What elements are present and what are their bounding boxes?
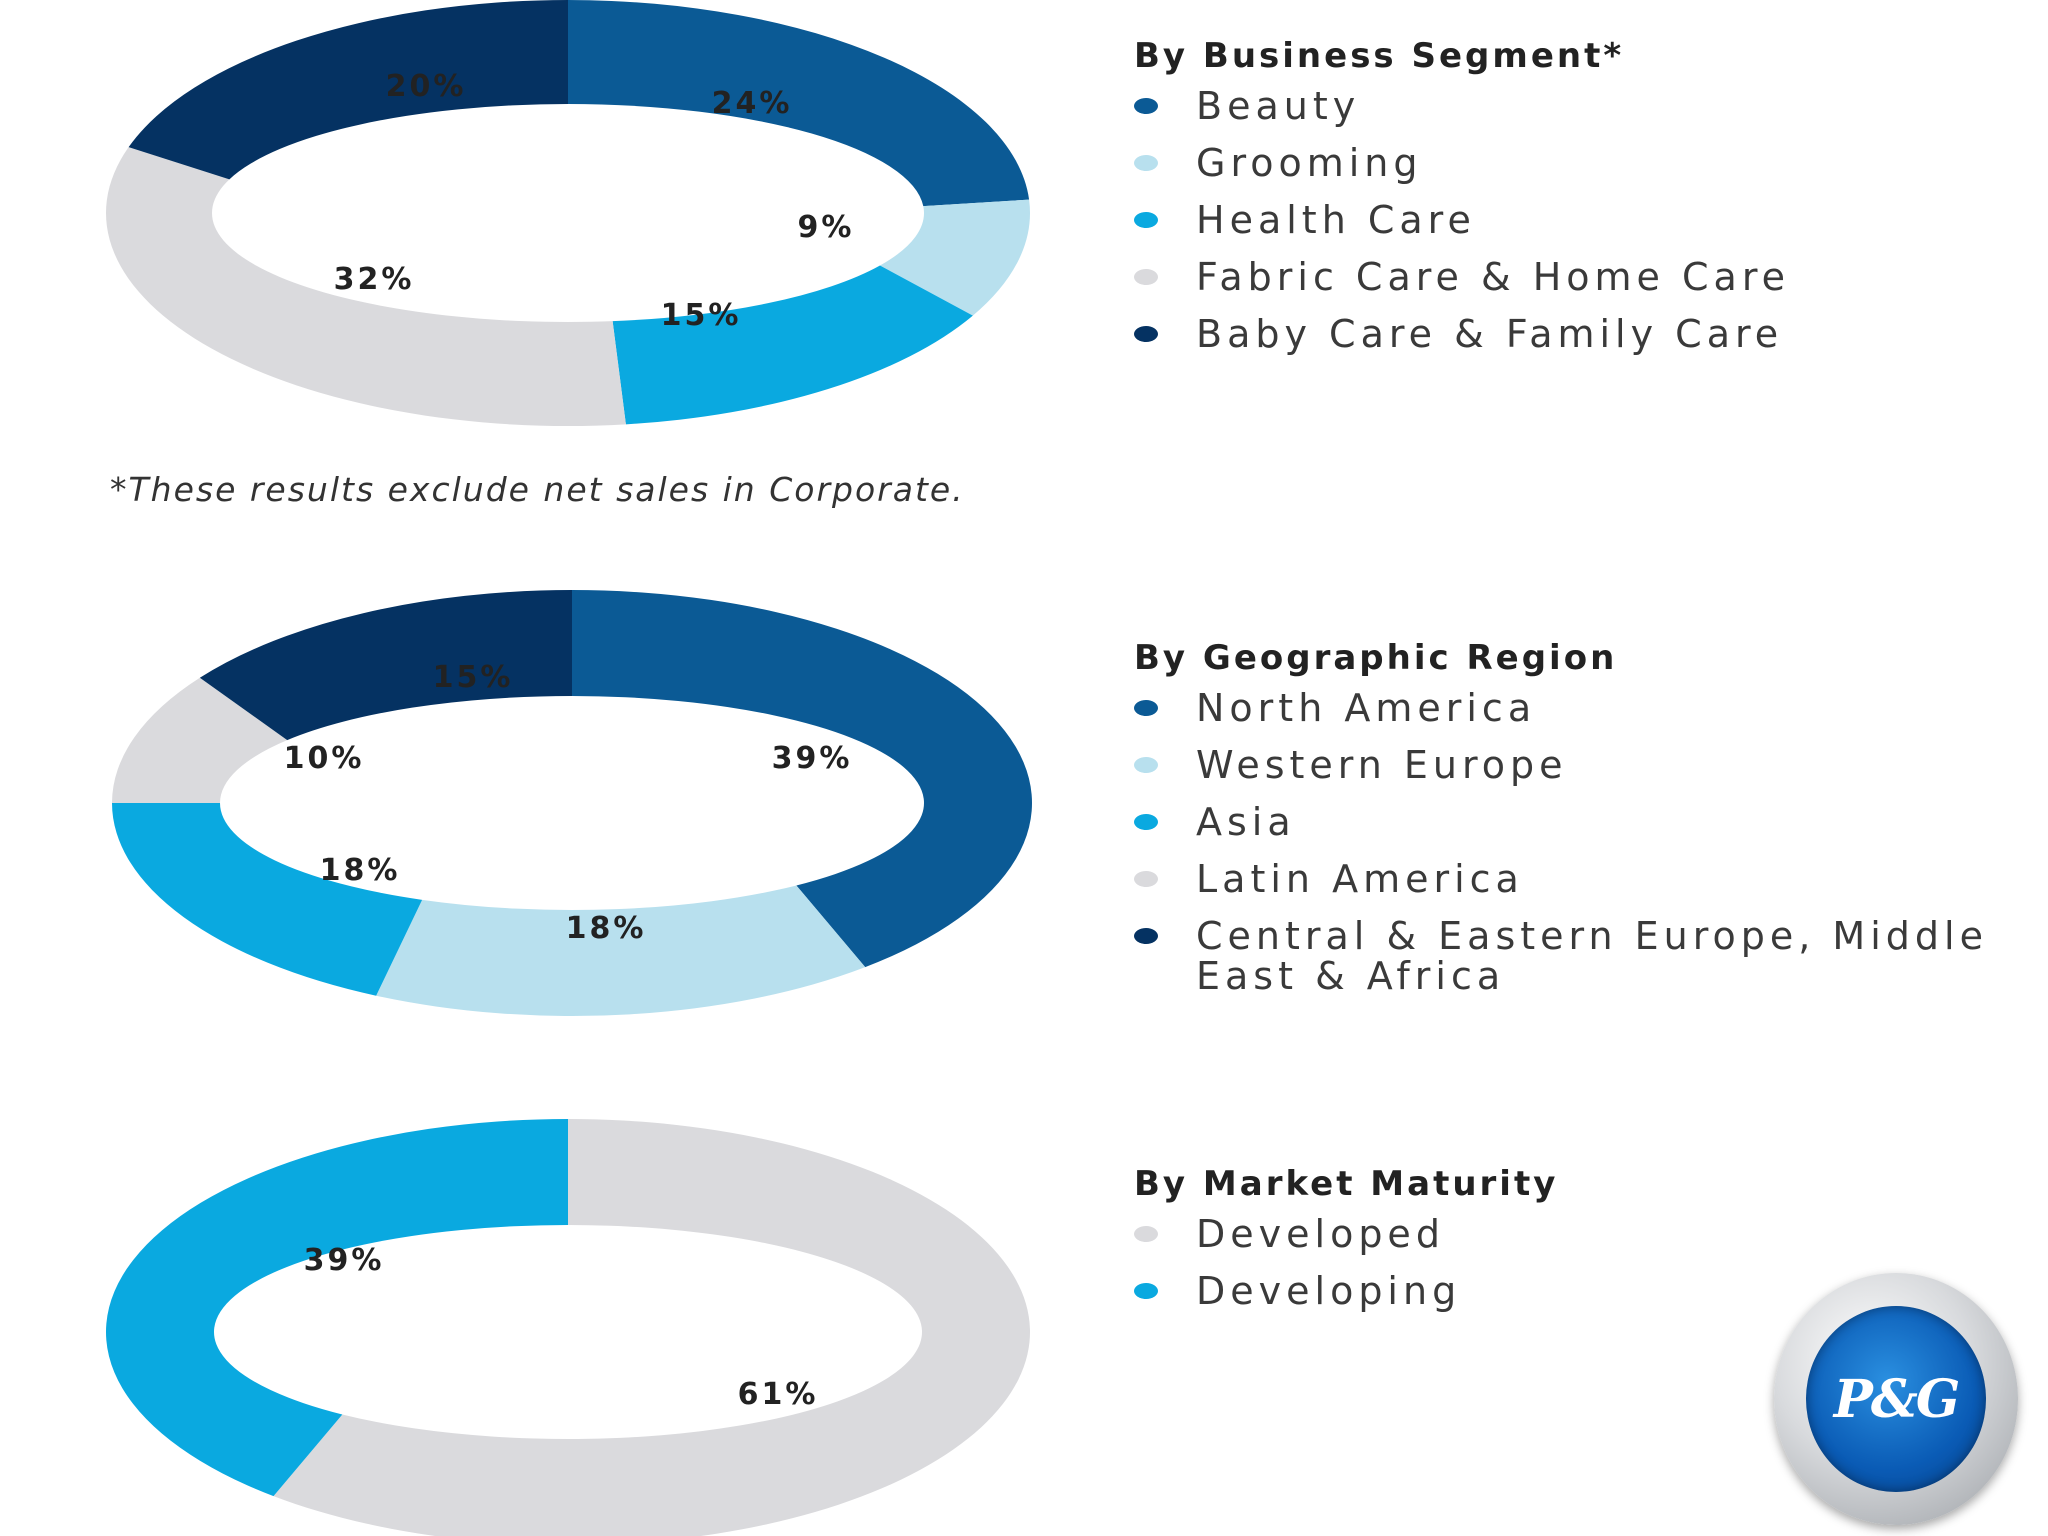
legend-dot-ceemea [1134,928,1158,944]
pg-logo-inner: P&G [1806,1306,1986,1492]
legend-dot-latin-america [1134,871,1158,887]
slice-baby-care-and-family-care [128,0,569,180]
legend-label-health-care: Health Care [1196,198,1476,242]
legend-dot-western-europe [1134,757,1158,773]
legend-item-developed: Developed [1134,1214,2014,1254]
legend-label-fabric-home-care: Fabric Care & Home Care [1196,255,1790,299]
legend-label-developing: Developing [1196,1269,1462,1313]
slice-north-america [572,590,1032,968]
legend-dot-baby-family-care [1134,326,1158,342]
legend-label-asia: Asia [1196,800,1296,844]
legend-market-maturity: By Market Maturity Developed Developing [1134,1164,2014,1328]
legend-title-market-maturity: By Market Maturity [1134,1164,1559,1204]
slice-developed [273,1119,1030,1536]
slice-label-north-america: 39% [772,741,853,776]
legend-item-health-care: Health Care [1134,200,2014,240]
legend-business-segment: By Business Segment* Beauty Grooming Hea… [1134,36,2014,371]
legend-item-grooming: Grooming [1134,143,2014,183]
legend-item-western-europe: Western Europe [1134,745,2014,785]
legend-item-asia: Asia [1134,802,2014,842]
pg-logo-badge: P&G [1774,1273,2018,1525]
slice-latin-america [112,677,288,803]
legend-label-north-america: North America [1196,686,1537,730]
slice-label-latin-america: 10% [284,741,365,776]
legend-dot-asia [1134,814,1158,830]
legend-label-ceemea: Central & Eastern Europe, Middle East & … [1196,914,1988,998]
legend-item-ceemea: Central & Eastern Europe, Middle East & … [1134,916,2014,996]
slice-label-developed: 61% [738,1377,819,1412]
slice-label-health-care: 15% [661,298,742,333]
pg-logo-text: P&G [1833,1368,1960,1430]
donut-chart-by-geographic-region: 39% 18% 18% 10% 15% [112,590,1032,1016]
legend-item-fabric-home-care: Fabric Care & Home Care [1134,257,2014,297]
slice-label-fabric-care-and-home-care: 32% [334,262,415,297]
slice-label-asia: 18% [320,853,401,888]
slice-health-care [612,265,973,425]
footnote: *These results exclude net sales in Corp… [110,470,965,509]
slice-fabric-care-and-home-care [105,147,626,427]
legend-dot-health-care [1134,212,1158,228]
slice-western-europe [376,885,866,1016]
legend-item-latin-america: Latin America [1134,859,2014,899]
legend-dot-developed [1134,1226,1158,1242]
slice-asia [112,803,423,996]
donut-chart-by-market-maturity: 61% 39% [106,1119,1030,1536]
legend-dot-beauty [1134,98,1158,114]
legend-item-beauty: Beauty [1134,86,2014,126]
slice-developing [106,1119,569,1497]
slice-label-beauty: 24% [712,86,793,121]
legend-dot-grooming [1134,155,1158,171]
legend-dot-developing [1134,1283,1158,1299]
slice-grooming [879,199,1030,316]
slice-label-developing: 39% [304,1243,385,1278]
legend-label-beauty: Beauty [1196,84,1361,128]
slice-beauty [568,0,1030,207]
legend-title-geographic-region: By Geographic Region [1134,638,1618,678]
slice-label-grooming: 9% [798,210,855,245]
slice-label-western-europe: 18% [566,911,647,946]
legend-item-developing: Developing [1134,1271,2014,1311]
legend-label-baby-family-care: Baby Care & Family Care [1196,312,1784,356]
legend-geographic-region: By Geographic Region North America Weste… [1134,638,2014,1013]
legend-label-grooming: Grooming [1196,141,1423,185]
donut-chart-by-business-segment: 24% 9% 15% 32% 20% [105,0,1030,427]
slice-central-and-eastern-europe-middle-east-and-africa [199,590,573,741]
legend-label-western-europe: Western Europe [1196,743,1568,787]
legend-item-north-america: North America [1134,688,2014,728]
slice-label-baby-care-and-family-care: 20% [386,69,467,104]
legend-dot-north-america [1134,700,1158,716]
legend-item-baby-family-care: Baby Care & Family Care [1134,314,2014,354]
slice-label-central-and-eastern-europe-middle-east-and-africa: 15% [433,660,514,695]
legend-label-latin-america: Latin America [1196,857,1524,901]
legend-label-developed: Developed [1196,1212,1445,1256]
legend-dot-fabric-home-care [1134,269,1158,285]
legend-title-business-segment: By Business Segment* [1134,36,1625,76]
